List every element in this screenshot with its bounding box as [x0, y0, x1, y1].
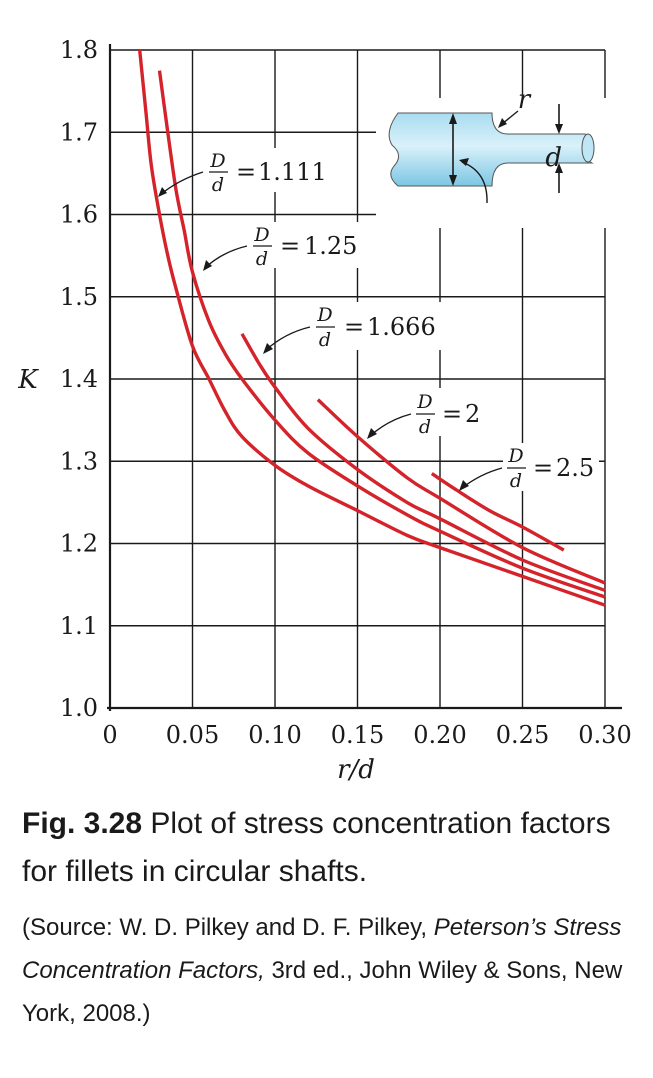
y-tick-label: 1.8	[60, 36, 98, 64]
y-tick-label: 1.4	[60, 365, 98, 393]
x-tick-label: 0.25	[496, 721, 549, 749]
x-tick-label: 0.05	[166, 721, 219, 749]
ratio-numerator: D	[209, 150, 225, 172]
label-bg	[306, 302, 442, 350]
ratio-denominator: d	[256, 248, 268, 270]
ratio-value: 1.666	[367, 313, 436, 341]
ratio-numerator: D	[253, 224, 269, 246]
arrowhead	[203, 260, 212, 271]
label-arrow	[369, 413, 412, 437]
arrowhead	[158, 187, 167, 197]
arrowhead	[459, 480, 469, 491]
ratio-denominator: d	[212, 174, 224, 196]
ratio-equals: =	[344, 313, 364, 341]
x-tick-label: 0.10	[248, 721, 301, 749]
series-line-5	[430, 472, 565, 552]
curve-label-1666: D d = 1.666	[263, 304, 436, 354]
x-tick-label: 0	[102, 721, 117, 749]
shaft-body	[388, 112, 594, 187]
small-diameter-label: d	[545, 143, 562, 173]
curve-label-1111: D d = 1.111	[158, 150, 327, 197]
ratio-denominator: d	[319, 329, 331, 351]
ratio-numerator: D	[507, 445, 523, 467]
arrowhead	[263, 343, 273, 354]
label-bg	[412, 388, 492, 436]
y-tick-label: 1.6	[60, 201, 98, 229]
y-tick-label: 1.1	[60, 612, 98, 640]
y-axis-title: K	[17, 365, 39, 395]
caption-text: Plot of stress concentration factors for…	[22, 807, 611, 888]
curve-label-2: D d = 2	[367, 391, 480, 439]
ratio-equals: =	[236, 158, 256, 186]
label-bg	[200, 148, 332, 192]
ratio-denominator: d	[419, 416, 431, 438]
ratio-denominator: d	[510, 470, 522, 492]
source-title: Peterson’s Stress Concentration Factors,	[22, 914, 622, 984]
y-tick-label: 1.7	[60, 118, 98, 146]
source-prefix: (Source: W. D. Pilkey and D. F. Pilkey,	[22, 914, 434, 941]
ratio-numerator: D	[416, 391, 432, 413]
y-tick-label: 1.5	[60, 283, 98, 311]
x-tick-label: 0.15	[331, 721, 384, 749]
label-arrow	[204, 245, 248, 269]
x-tick-label: 0.30	[578, 721, 631, 749]
ratio-value: 2.5	[556, 454, 594, 482]
tick-labels: 0 0.05 0.10 0.15 0.20 0.25 0.30 1.0 1.1 1.2 1.3 1.4…	[60, 36, 632, 749]
caption-source: (Source: W. D. Pilkey and D. F. Pilkey, …	[22, 906, 632, 1035]
y-tick-label: 1.3	[60, 447, 98, 475]
stress-concentration-chart: 0 0.05 0.10 0.15 0.20 0.25 0.30 1.0 1.1 1.2 1.3 1.4…	[17, 36, 632, 785]
curve-label-125: D d = 1.25	[203, 224, 357, 271]
curves	[138, 49, 606, 607]
figure-number: Fig. 3.28	[22, 807, 143, 840]
axes	[107, 44, 622, 711]
ratio-equals: =	[280, 232, 300, 260]
ratio-value: 1.25	[304, 232, 357, 260]
source-suffix: 3rd ed., John Wiley & Sons, New York, 20…	[22, 957, 623, 1027]
ratio-equals: =	[442, 400, 462, 428]
caption-main: Fig. 3.28 Plot of stress concentration f…	[22, 800, 632, 896]
fillet-radius-label: r	[518, 85, 532, 115]
ratio-value: 1.111	[258, 158, 327, 186]
series-line-3	[240, 332, 606, 592]
label-bg	[503, 443, 599, 491]
label-arrow	[159, 171, 204, 196]
curve-label-25: D d = 2.5	[459, 445, 594, 492]
ratio-numerator: D	[316, 304, 332, 326]
label-bg	[244, 222, 366, 268]
ratio-value: 2	[465, 400, 480, 428]
y-tick-label: 1.0	[60, 694, 98, 722]
ratio-equals: =	[533, 454, 553, 482]
series-line-2	[157, 70, 606, 599]
figure-caption: Fig. 3.28 Plot of stress concentration f…	[22, 800, 632, 1035]
series-line-1	[138, 49, 606, 607]
shaft-illustration: d r	[376, 85, 608, 228]
arrowhead	[367, 428, 377, 439]
shaft-end	[581, 133, 595, 163]
y-tick-label: 1.2	[60, 530, 98, 558]
x-axis-title: r/d	[337, 755, 375, 785]
label-arrow	[265, 326, 311, 351]
x-tick-label: 0.20	[413, 721, 466, 749]
series-line-4	[316, 398, 606, 585]
